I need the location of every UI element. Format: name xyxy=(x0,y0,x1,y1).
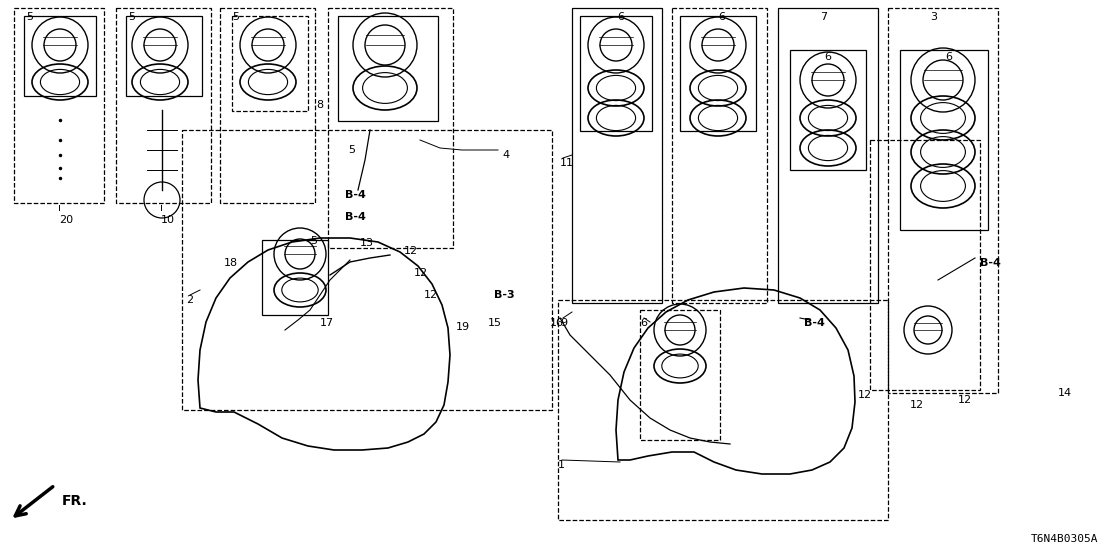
Text: 16: 16 xyxy=(550,318,564,328)
Bar xyxy=(558,300,888,520)
Text: 5: 5 xyxy=(129,12,135,22)
Bar xyxy=(14,8,104,203)
Bar xyxy=(870,140,979,390)
Text: 7: 7 xyxy=(820,12,828,22)
Bar xyxy=(640,310,720,440)
Bar xyxy=(328,8,453,248)
Text: 6: 6 xyxy=(718,12,725,22)
Bar xyxy=(261,240,328,315)
Bar xyxy=(778,8,878,303)
Text: 4: 4 xyxy=(502,150,509,160)
Text: 6: 6 xyxy=(617,12,624,22)
Text: 15: 15 xyxy=(488,318,502,328)
Text: B-4: B-4 xyxy=(804,318,824,328)
Bar xyxy=(232,16,308,111)
Bar xyxy=(900,50,988,230)
Text: 5: 5 xyxy=(232,12,239,22)
Bar xyxy=(338,16,438,121)
Bar xyxy=(572,8,661,303)
Text: T6N4B0305A: T6N4B0305A xyxy=(1030,534,1098,544)
Text: 12: 12 xyxy=(958,395,972,405)
Bar xyxy=(671,8,767,303)
Text: 6: 6 xyxy=(824,52,831,62)
Bar xyxy=(888,8,998,393)
Text: 2: 2 xyxy=(186,295,193,305)
Text: 5: 5 xyxy=(310,236,317,246)
Text: 18: 18 xyxy=(224,258,238,268)
Text: 10: 10 xyxy=(161,215,175,225)
Text: 17: 17 xyxy=(320,318,335,328)
Text: 3: 3 xyxy=(930,12,937,22)
Text: B-3: B-3 xyxy=(494,290,514,300)
Text: B-4: B-4 xyxy=(345,190,366,200)
Text: 1: 1 xyxy=(558,460,565,470)
Bar xyxy=(126,16,202,96)
Text: 8: 8 xyxy=(316,100,324,110)
Text: 6: 6 xyxy=(945,52,952,62)
Text: 6: 6 xyxy=(640,318,647,328)
Text: 12: 12 xyxy=(910,400,924,410)
Text: 20: 20 xyxy=(59,215,73,225)
Text: FR.: FR. xyxy=(62,494,88,508)
Text: 13: 13 xyxy=(360,238,375,248)
Text: B-4: B-4 xyxy=(979,258,1001,268)
Text: 12: 12 xyxy=(404,246,418,256)
Text: 11: 11 xyxy=(560,158,574,168)
Bar xyxy=(579,16,652,131)
Text: 12: 12 xyxy=(858,390,872,400)
Bar xyxy=(182,130,552,410)
Text: 9: 9 xyxy=(560,318,567,328)
Text: 12: 12 xyxy=(424,290,438,300)
Text: 19: 19 xyxy=(456,322,470,332)
Text: 12: 12 xyxy=(414,268,428,278)
Text: 5: 5 xyxy=(25,12,33,22)
Bar xyxy=(116,8,211,203)
Text: 14: 14 xyxy=(1058,388,1073,398)
Bar xyxy=(680,16,756,131)
Bar xyxy=(24,16,96,96)
Bar xyxy=(790,50,866,170)
Text: B-4: B-4 xyxy=(345,212,366,222)
Bar xyxy=(220,8,315,203)
Text: 5: 5 xyxy=(348,145,355,155)
